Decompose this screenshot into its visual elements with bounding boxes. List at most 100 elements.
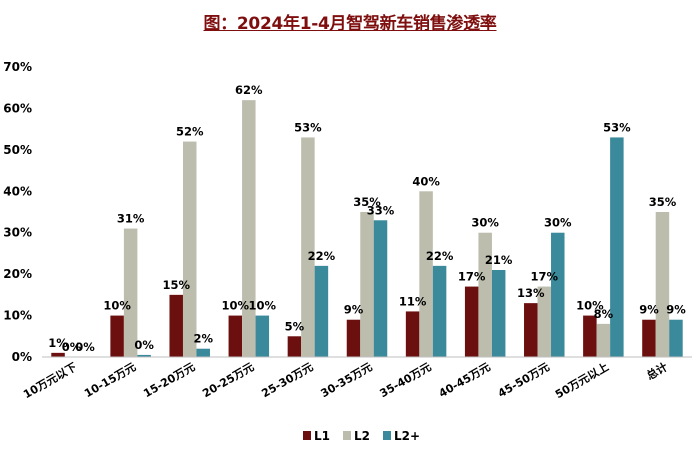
bar: [123, 228, 138, 357]
legend-item-l2: L2: [343, 429, 370, 443]
bar: [583, 315, 597, 357]
data-label: 15%: [162, 278, 190, 292]
legend-label: L1: [314, 429, 330, 443]
x-tick-label: 10-15万元: [82, 360, 138, 400]
legend-swatch: [343, 431, 351, 440]
data-label: 9%: [666, 303, 686, 317]
bar: [301, 137, 315, 357]
bar: [491, 270, 506, 357]
bar: [478, 232, 492, 357]
data-label: 40%: [412, 174, 440, 188]
bar: [405, 311, 420, 357]
x-tick-label: 15-20万元: [141, 360, 197, 400]
data-label: 62%: [235, 83, 263, 97]
bar: [551, 232, 565, 357]
bar: [537, 286, 552, 357]
data-label: 53%: [294, 120, 322, 134]
bar: [419, 191, 433, 357]
bar: [137, 354, 151, 357]
bar: [596, 323, 611, 357]
data-label: 5%: [285, 319, 305, 333]
data-label: 10%: [576, 299, 604, 313]
y-tick-label: 30%: [3, 226, 32, 240]
x-tick-label: 30-35万元: [318, 360, 374, 400]
data-label: 10%: [222, 299, 250, 313]
bar: [287, 336, 302, 357]
y-tick-label: 70%: [3, 60, 32, 74]
data-label: 0%: [75, 340, 95, 354]
bar: [373, 220, 388, 357]
data-label: 10%: [249, 299, 277, 313]
data-label: 52%: [176, 125, 204, 139]
bar: [524, 303, 538, 357]
data-label: 2%: [193, 332, 213, 346]
data-labels: 1% 10% 15% 10% 5% 9% 11% 17% 13% 10% 9% 0% 31% 52% 62%…: [48, 83, 686, 354]
data-label: 9%: [344, 303, 364, 317]
bar: [228, 315, 243, 357]
bar: [182, 141, 197, 357]
bar: [242, 100, 256, 358]
bar: [196, 348, 210, 357]
y-tick-label: 20%: [3, 267, 32, 281]
data-label: 0%: [62, 340, 82, 354]
data-label: 17%: [531, 270, 559, 284]
bar-series-group: [51, 100, 683, 358]
data-label: 9%: [639, 303, 659, 317]
x-tick-label: 20-25万元: [200, 360, 256, 400]
x-tick-label: 25-30万元: [259, 360, 315, 400]
data-label: 1%: [48, 336, 68, 350]
bar: [346, 319, 361, 357]
legend-label: L2: [354, 429, 370, 443]
y-tick-label: 0%: [12, 350, 32, 364]
series-l1: [51, 286, 656, 357]
y-tick-label: 10%: [3, 309, 32, 323]
data-label: 8%: [594, 307, 614, 321]
legend-item-l1: L1: [303, 429, 330, 443]
x-tick-label: 40-45万元: [437, 360, 493, 400]
x-tick-label: 10万元以下: [21, 360, 79, 401]
x-axis: 10万元以下 10-15万元 15-20万元 20-25万元 25-30万元 30-35万…: [21, 356, 692, 401]
data-label: 33%: [367, 203, 395, 217]
y-tick-label: 60%: [3, 101, 32, 115]
data-label: 22%: [308, 249, 336, 263]
bar: [110, 315, 124, 357]
legend: L1 L2 L2+: [303, 429, 420, 443]
legend-swatch: [383, 431, 391, 440]
bar: [360, 212, 374, 357]
data-label: 53%: [603, 120, 631, 134]
y-tick-label: 50%: [3, 143, 32, 157]
data-label: 35%: [649, 195, 677, 209]
data-label: 22%: [426, 249, 454, 263]
bar: [255, 315, 270, 357]
data-label: 17%: [458, 270, 486, 284]
series-l2: [123, 100, 670, 358]
data-label: 30%: [544, 216, 572, 230]
bar: [432, 265, 447, 357]
bar: [314, 265, 329, 357]
chart-title: 图：2024年1-4月智驾新车销售渗透率: [203, 14, 497, 34]
data-label: 30%: [471, 216, 499, 230]
x-tick-label: 45-50万元: [496, 360, 552, 400]
legend-label: L2+: [394, 429, 420, 443]
bar: [655, 212, 670, 357]
legend-swatch: [303, 431, 311, 440]
data-label: 13%: [517, 286, 545, 300]
y-axis: 0% 10% 20% 30% 40% 50% 60% 70%: [3, 60, 32, 364]
bar: [669, 319, 683, 357]
x-tick-label: 50万元以上: [552, 359, 610, 401]
x-tick-label: 总计: [644, 359, 670, 382]
series-l2-plus: [137, 137, 683, 357]
y-tick-label: 40%: [3, 184, 32, 198]
data-label: 31%: [117, 212, 145, 226]
data-label: 11%: [399, 294, 427, 308]
data-label: 0%: [134, 338, 154, 352]
bar: [169, 294, 183, 357]
bar: [610, 137, 624, 357]
data-label: 21%: [485, 253, 513, 267]
bar: [464, 286, 479, 357]
data-label: 10%: [103, 299, 131, 313]
data-label: 35%: [353, 195, 381, 209]
bar: [642, 319, 656, 357]
x-tick-label: 35-40万元: [378, 360, 434, 400]
